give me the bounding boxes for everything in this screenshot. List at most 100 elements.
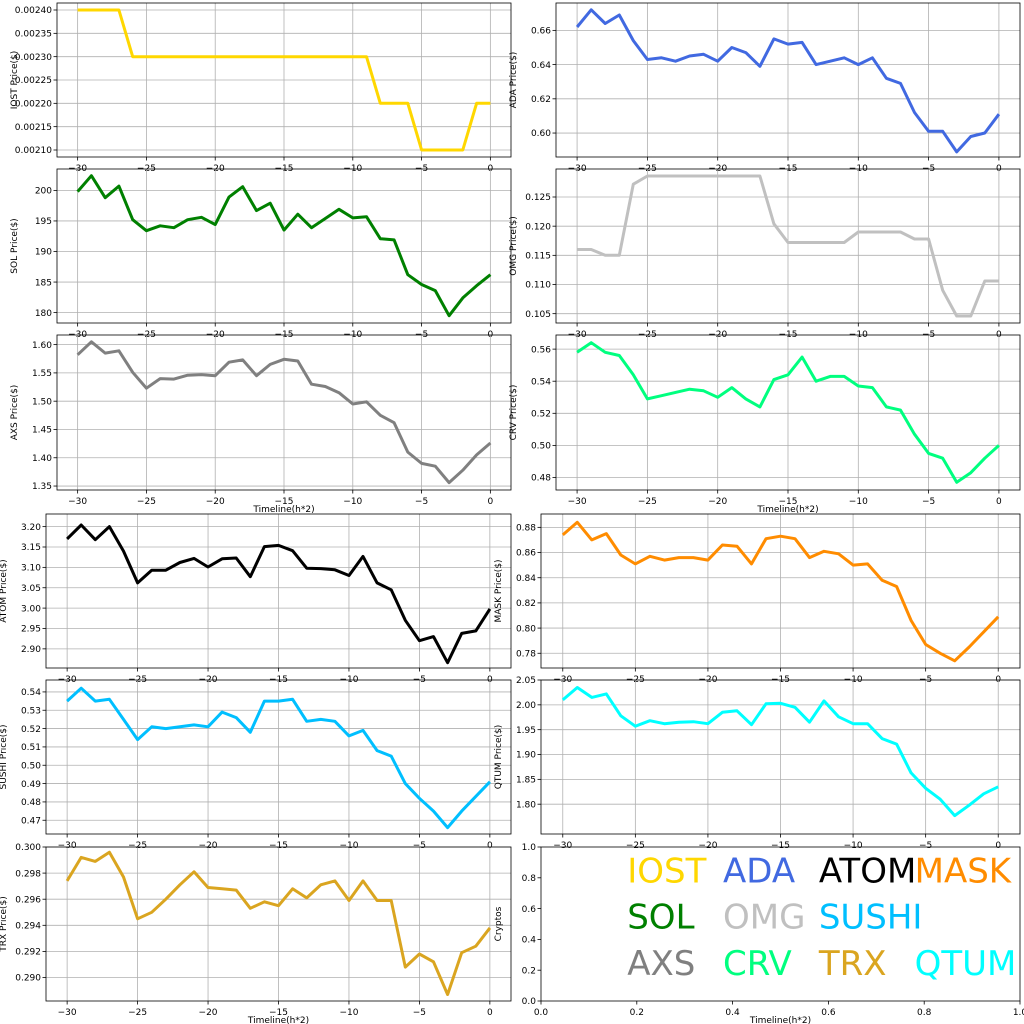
plot-frame: [540, 846, 1021, 1002]
x-tick-label: −30: [58, 841, 77, 851]
y-tick-label: 0.54: [531, 377, 551, 387]
chart-panel: −30 −25 −20 −15 −10 −5 0 0.290 0.292 0.294 0.296 0.…: [0, 843, 512, 1024]
x-tick-label: −10: [339, 1008, 358, 1018]
x-tick-label: 0: [995, 841, 1001, 851]
y-tick-label: 0.2: [522, 966, 536, 976]
y-tick-label: 0.86: [516, 549, 536, 559]
price-line: [576, 341, 1000, 484]
x-tick-label: −30: [568, 497, 587, 507]
y-tick-label: 0.78: [516, 649, 536, 659]
price-line: [577, 174, 999, 318]
y-tick-label: 0.52: [21, 725, 41, 735]
plot-frame: [56, 2, 512, 158]
x-tick-label: −20: [708, 497, 727, 507]
crypto-name-label: ADA: [723, 851, 795, 891]
plot-frame: [540, 679, 1021, 835]
y-axis-label: SOL Price($): [10, 218, 20, 273]
crypto-name-label: MASK: [915, 851, 1013, 891]
y-tick-label: 0.64: [531, 61, 551, 71]
y-tick-label: 0.292: [15, 948, 41, 958]
x-tick-label: −5: [922, 497, 935, 507]
x-tick-label: 0.8: [917, 1008, 932, 1018]
x-tick-label: −30: [58, 1008, 77, 1018]
y-axis-label: MASK Price($): [494, 559, 504, 622]
x-tick-label: −20: [698, 841, 717, 851]
y-tick-label: 200: [35, 187, 52, 197]
chart-panel: −30 −25 −20 −15 −10 −5 0 0.47 0.48 0.49 0.50 0.51 0.…: [0, 679, 512, 851]
price-line: [76, 340, 492, 485]
y-tick-label: 0.66: [531, 27, 551, 37]
y-tick-label: 0.84: [516, 574, 536, 584]
chart-panel: −30−25−20−15−10−502.902.953.003.053.103.…: [0, 513, 512, 685]
y-axis-label: OMG Price($): [509, 216, 519, 275]
y-tick-label: 0.00230: [15, 53, 52, 63]
chart-panel: −30−25−20−15−10−500.1050.1100.1150.1200.…: [509, 168, 1021, 340]
y-axis-label: ATOM Price($): [0, 559, 9, 622]
plot-frame: [45, 679, 512, 835]
x-tick-label: −15: [275, 497, 294, 507]
y-tick-label: 0.115: [525, 252, 551, 262]
crypto-name-label: SUSHI: [819, 898, 923, 938]
y-axis-label: IOST Price($): [10, 51, 20, 110]
x-tick-label: −10: [339, 841, 358, 851]
y-tick-label: 0.48: [531, 474, 551, 484]
y-tick-label: 0.8: [522, 874, 537, 884]
y-tick-label: 0.110: [525, 281, 551, 291]
price-line: [65, 850, 492, 996]
y-tick-label: 0.290: [15, 974, 41, 984]
crypto-name-label: QTUM: [915, 944, 1017, 984]
x-tick-label: 1.0: [1013, 1008, 1024, 1018]
x-axis-label: Timeline(h*2): [247, 1016, 309, 1024]
y-tick-label: 0.00235: [15, 30, 52, 40]
x-tick-label: 0: [487, 841, 493, 851]
price-line: [575, 8, 1001, 154]
plot-frame: [45, 846, 512, 1002]
crypto-name-label: TRX: [818, 944, 887, 984]
crypto-name-label: CRV: [723, 944, 792, 984]
x-tick-label: −5: [413, 1008, 426, 1018]
x-tick-label: −5: [919, 841, 932, 851]
x-tick-label: −20: [206, 497, 225, 507]
y-tick-label: 0.80: [516, 624, 536, 634]
y-tick-label: 1.40: [32, 454, 52, 464]
y-tick-label: 1.55: [32, 369, 52, 379]
y-tick-label: 0.298: [15, 869, 41, 879]
y-tick-label: 0.49: [21, 780, 41, 790]
crypto-name-label: SOL: [627, 898, 694, 938]
y-tick-label: 2.05: [516, 676, 536, 686]
y-tick-label: 0.00220: [15, 100, 52, 110]
y-tick-label: 0.56: [531, 345, 551, 355]
crypto-name-label: AXS: [627, 944, 695, 984]
x-tick-label: 0: [487, 1008, 493, 1018]
y-tick-label: 1.95: [516, 726, 536, 736]
chart-panel: −30 −25 −20 −15 −10 −5 0 0.48 0.50 0.52 0.54 0.56 CR…: [509, 334, 1021, 515]
price-line: [66, 523, 492, 665]
crypto-name-label: IOST: [627, 851, 706, 891]
x-tick-label: −5: [415, 497, 428, 507]
y-axis-label: QTUM Price($): [494, 725, 504, 790]
x-tick-label: 0.2: [630, 1008, 644, 1018]
x-tick-label: −10: [844, 841, 863, 851]
x-tick-label: 0.4: [725, 1008, 740, 1018]
y-tick-label: 185: [35, 278, 52, 288]
y-tick-label: 0.294: [15, 922, 41, 932]
plot-frame: [540, 513, 1021, 669]
y-tick-label: 0.00210: [15, 146, 52, 156]
x-tick-label: −15: [779, 497, 798, 507]
y-tick-label: 0.4: [522, 936, 537, 946]
y-tick-label: 0.00240: [15, 6, 52, 16]
y-tick-label: 0.48: [21, 798, 41, 808]
chart-panel: −30−25−20−15−10−500.780.800.820.840.860.…: [494, 513, 1021, 685]
y-tick-label: 0.53: [21, 706, 41, 716]
x-tick-label: 0: [487, 497, 493, 507]
y-tick-label: 0.54: [21, 688, 41, 698]
y-tick-label: 0.52: [531, 410, 551, 420]
y-axis-label: TRX Price($): [0, 896, 9, 952]
y-axis-label: CRV Price($): [509, 385, 519, 441]
x-axis-label: Timeline(h*2): [756, 505, 818, 515]
y-tick-label: 0.120: [525, 222, 551, 232]
x-tick-label: 0.0: [534, 1008, 549, 1018]
plot-frame: [555, 168, 1021, 324]
y-tick-label: 1.90: [516, 751, 536, 761]
